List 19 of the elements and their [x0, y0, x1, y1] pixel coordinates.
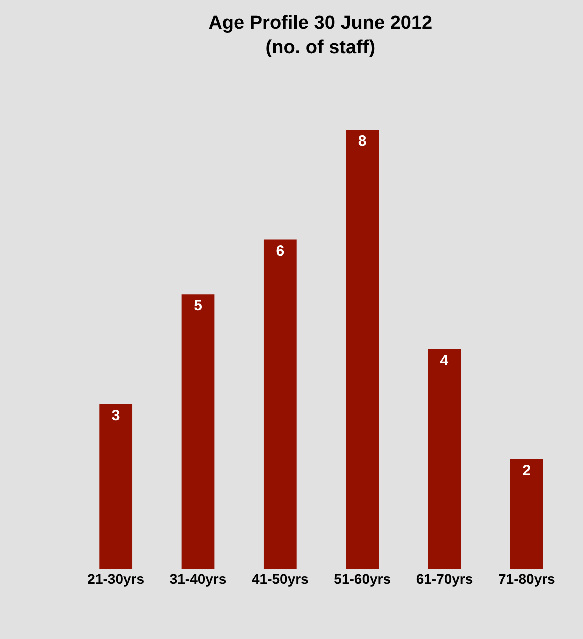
data-label: 3	[112, 407, 120, 424]
data-label: 8	[358, 133, 367, 150]
chart-title: Age Profile 30 June 2012 (no. of staff)	[208, 12, 433, 58]
bar	[100, 404, 133, 569]
bar	[428, 350, 462, 569]
x-tick-label: 71-80yrs	[498, 571, 556, 587]
bar	[182, 294, 215, 569]
data-label: 6	[276, 242, 285, 260]
x-tick-label: 51-60yrs	[334, 571, 392, 587]
x-tick-label: 41-50yrs	[252, 571, 310, 587]
x-tick-label: 31-40yrs	[170, 571, 227, 587]
bar	[264, 240, 297, 569]
data-label: 2	[522, 462, 532, 480]
bar	[346, 130, 380, 569]
data-label: 4	[440, 352, 450, 370]
x-tick-label: 21-30yrs	[88, 571, 145, 587]
data-label: 5	[194, 298, 202, 315]
bar	[510, 459, 544, 569]
x-tick-label: 61-70yrs	[416, 571, 474, 587]
